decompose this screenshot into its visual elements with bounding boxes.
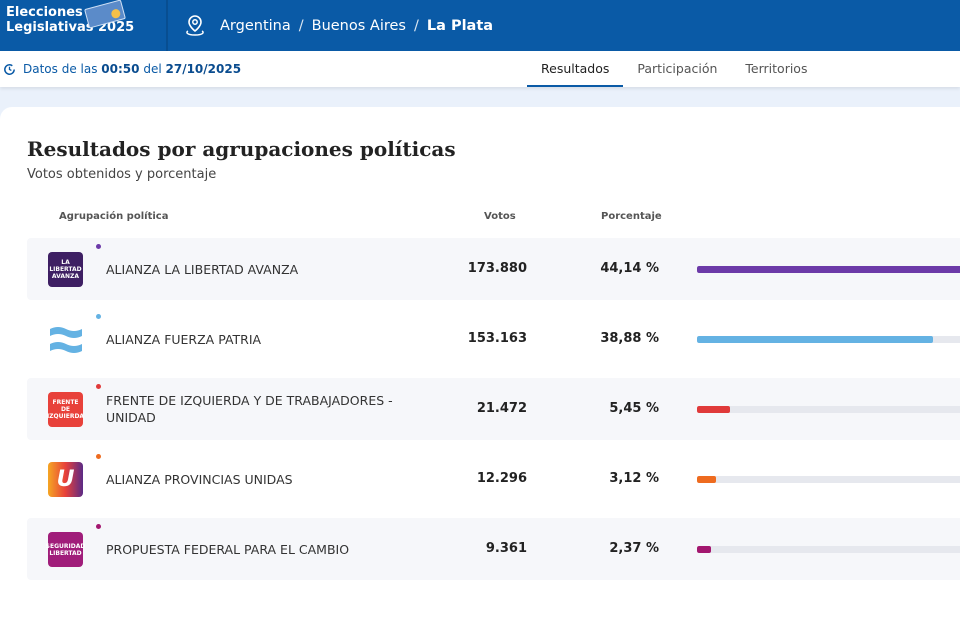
- breadcrumb-province[interactable]: Buenos Aires: [311, 17, 406, 34]
- party-name-cell: FRENTE DE IZQUIERDA Y DE TRABAJADORES - …: [96, 378, 416, 440]
- percent-bar-fill: [697, 266, 960, 273]
- party-votes: 9.361: [485, 541, 527, 556]
- party-percent: 38,88 %: [600, 331, 659, 346]
- party-logo: LA LIBERTAD AVANZA: [48, 252, 83, 287]
- brand-logo[interactable]: Elecciones Legislativas 2025: [0, 0, 168, 51]
- location-pin-icon: [186, 14, 204, 36]
- party-name: ALIANZA PROVINCIAS UNIDAS: [106, 471, 293, 487]
- table-row[interactable]: LA LIBERTAD AVANZA ALIANZA LA LIBERTAD AV…: [27, 238, 960, 300]
- party-logo: [48, 322, 83, 357]
- results-card: Resultados por agrupaciones políticas Vo…: [0, 107, 960, 627]
- table-row[interactable]: ALIANZA FUERZA PATRIA 153.163 38,88 %: [27, 308, 960, 370]
- percent-bar: [697, 406, 960, 413]
- party-logo: SEGURIDAD LIBERTAD: [46, 532, 85, 567]
- party-percent: 44,14 %: [600, 261, 659, 276]
- percent-bar: [697, 266, 960, 273]
- page-title: Resultados por agrupaciones políticas: [27, 137, 456, 161]
- tab-participacion[interactable]: Participación: [637, 61, 718, 76]
- percent-bar-fill: [697, 406, 731, 413]
- party-votes: 12.296: [476, 471, 527, 486]
- column-party: Agrupación política: [59, 211, 169, 222]
- party-color-dot: [96, 454, 101, 459]
- table-row[interactable]: FRENTE DE IZQUIERDA FRENTE DE IZQUIERDA Y…: [27, 378, 960, 440]
- party-color-dot: [96, 314, 101, 319]
- top-bar: Elecciones Legislativas 2025 Argentina /…: [0, 0, 960, 51]
- table-header: Agrupación política Votos Porcentaje: [27, 198, 960, 238]
- party-name-cell: ALIANZA PROVINCIAS UNIDAS: [96, 448, 416, 510]
- breadcrumb: Argentina / Buenos Aires / La Plata: [168, 14, 493, 38]
- table-row[interactable]: U ALIANZA PROVINCIAS UNIDAS 12.296 3,12 %: [27, 448, 960, 510]
- page-subtitle: Votos obtenidos y porcentaje: [27, 167, 217, 182]
- results-table: LA LIBERTAD AVANZA ALIANZA LA LIBERTAD AV…: [27, 238, 960, 580]
- party-name: ALIANZA FUERZA PATRIA: [106, 331, 262, 347]
- party-name-cell: PROPUESTA FEDERAL PARA EL CAMBIO: [96, 518, 416, 580]
- breadcrumb-separator: /: [298, 17, 304, 34]
- breadcrumb-city: La Plata: [426, 17, 494, 34]
- timestamp-date: 27/10/2025: [165, 62, 242, 76]
- party-name: ALIANZA LA LIBERTAD AVANZA: [106, 261, 299, 277]
- column-percent: Porcentaje: [601, 211, 662, 222]
- party-logo: U: [48, 462, 83, 497]
- timestamp-mid: del: [143, 62, 162, 76]
- breadcrumb-separator: /: [413, 17, 419, 34]
- party-votes: 153.163: [467, 331, 527, 346]
- column-votes: Votos: [484, 211, 516, 222]
- sub-header: Datos de las 00:50 del 27/10/2025 Result…: [0, 51, 960, 87]
- breadcrumb-country[interactable]: Argentina: [220, 17, 291, 34]
- timestamp-time: 00:50: [101, 62, 140, 76]
- party-votes: 173.880: [467, 261, 527, 276]
- party-percent: 5,45 %: [609, 401, 659, 416]
- percent-bar-fill: [697, 476, 716, 483]
- timestamp-prefix: Datos de las: [23, 62, 98, 76]
- party-votes: 21.472: [476, 401, 527, 416]
- percent-bar: [697, 336, 960, 343]
- party-name: FRENTE DE IZQUIERDA Y DE TRABAJADORES - …: [106, 393, 393, 425]
- clock-refresh-icon: [4, 63, 15, 75]
- percent-bar-fill: [697, 546, 712, 553]
- brand-line2: Legislativas 2025: [6, 20, 135, 35]
- percent-bar-fill: [697, 336, 934, 343]
- party-name: PROPUESTA FEDERAL PARA EL CAMBIO: [106, 541, 350, 557]
- percent-bar: [697, 546, 960, 553]
- tabs: Resultados Participación Territorios: [527, 51, 821, 87]
- tab-territorios[interactable]: Territorios: [745, 61, 808, 76]
- data-timestamp: Datos de las 00:50 del 27/10/2025: [0, 62, 241, 77]
- party-percent: 2,37 %: [609, 541, 659, 556]
- party-color-dot: [96, 244, 101, 249]
- table-row[interactable]: SEGURIDAD LIBERTAD PROPUESTA FEDERAL PARA…: [27, 518, 960, 580]
- party-logo: FRENTE DE IZQUIERDA: [47, 392, 84, 427]
- party-percent: 3,12 %: [609, 471, 659, 486]
- party-name-cell: ALIANZA FUERZA PATRIA: [96, 308, 416, 370]
- party-name-cell: ALIANZA LA LIBERTAD AVANZA: [96, 238, 416, 300]
- party-color-dot: [96, 524, 101, 529]
- percent-bar: [697, 476, 960, 483]
- brand-line1: Elecciones: [6, 5, 83, 20]
- party-color-dot: [96, 384, 101, 389]
- tab-resultados[interactable]: Resultados: [527, 51, 624, 87]
